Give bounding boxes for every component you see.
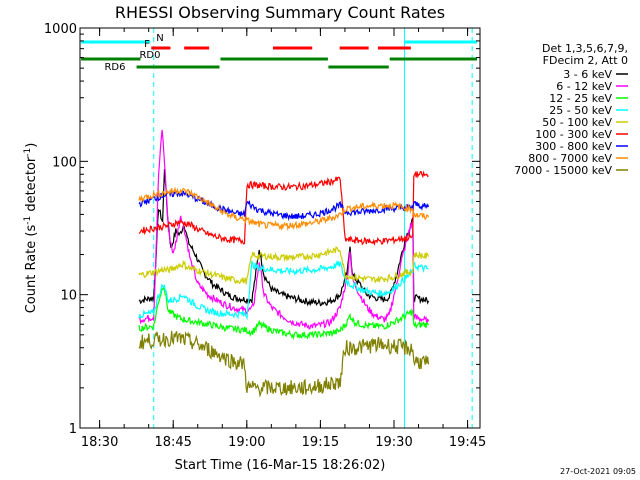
state-label-1: F (144, 39, 150, 50)
state-label-2: RD0 (139, 50, 160, 61)
y-label-part1: Count Rate (s (24, 225, 39, 314)
legend-label-3: 25 - 50 keV (549, 104, 612, 117)
y-label-part3: ) (24, 143, 39, 148)
y-axis-label: Count Rate (s-1 detector-1) (23, 143, 39, 314)
plot-clipped-group (81, 28, 478, 428)
x-tick-label-5: 19:45 (449, 435, 486, 450)
x-axis-label: Start Time (16-Mar-15 18:26:02) (175, 458, 386, 473)
legend-label-0: 3 - 6 keV (563, 68, 612, 81)
legend-label-6: 300 - 800 keV (535, 140, 612, 153)
legend-header-line2: FDecim 2, Att 0 (543, 54, 628, 67)
y-label-part2: detector (24, 156, 39, 216)
y-tick-label-2: 100 (52, 155, 77, 170)
x-tick-label-3: 19:15 (302, 435, 339, 450)
y-tick-label-3: 1000 (44, 22, 77, 37)
series-line-3 (138, 259, 429, 321)
y-tick-label-0: 1 (69, 422, 77, 437)
state-label-0: N (156, 33, 163, 44)
x-tick-label-1: 18:45 (154, 435, 191, 450)
y-label-sup2: -1 (23, 148, 33, 157)
state-label-3: RD6 (104, 62, 125, 73)
axes: 1 10 100 1000 18:30 18:45 19:00 19:15 19:30 19:45 (44, 22, 486, 450)
series-line-8 (138, 330, 430, 398)
legend: Det 1,3,5,6,7,9, FDecim 2, Att 0 3 - 6 k… (514, 42, 628, 177)
series-line-5 (138, 170, 429, 247)
series-line-2 (138, 285, 430, 341)
footer-date: 27-Oct-2021 09:05 (560, 467, 636, 476)
x-tick-label-4: 19:30 (375, 435, 412, 450)
legend-label-5: 100 - 300 keV (535, 128, 612, 141)
series-line-4 (138, 246, 430, 285)
legend-label-4: 50 - 100 keV (542, 116, 612, 129)
legend-label-2: 12 - 25 keV (549, 92, 612, 105)
y-label-sup1: -1 (23, 216, 33, 225)
series-line-7 (138, 186, 430, 231)
y-tick-label-1: 10 (60, 289, 77, 304)
chart-title: RHESSI Observing Summary Count Rates (115, 3, 445, 22)
plot-frame (79, 27, 481, 429)
series-line-6 (138, 189, 430, 222)
x-tick-label-2: 19:00 (228, 435, 265, 450)
legend-label-7: 800 - 7000 keV (528, 152, 612, 165)
legend-header-line1: Det 1,3,5,6,7,9, (542, 42, 628, 55)
series-line-1 (138, 129, 430, 330)
x-tick-label-0: 18:30 (81, 435, 118, 450)
legend-label-1: 6 - 12 keV (556, 80, 612, 93)
legend-label-8: 7000 - 15000 keV (514, 164, 612, 177)
